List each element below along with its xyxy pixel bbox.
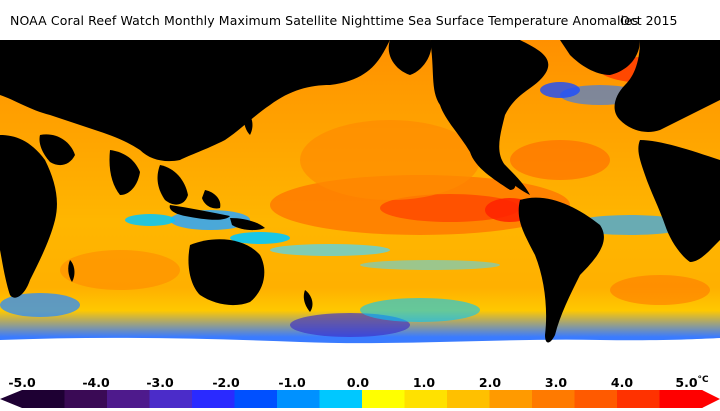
tick-label: -3.0 [146,375,174,390]
japan [243,110,253,135]
new-guinea [230,218,265,231]
colorbar-segment [277,390,320,408]
colorbar-segment [574,390,618,408]
south-america [518,197,604,343]
colorbar-segment [192,390,235,408]
tick-label: -1.0 [278,375,306,390]
colorbar-gradient [0,390,720,408]
colorbar-segment [22,390,65,408]
colorbar-segment [319,390,363,408]
central-america [505,165,530,195]
colorbar-segment [447,390,490,408]
indonesia [169,205,230,220]
colorbar: -5.0 -4.0 -3.0 -2.0 -1.0 0.0 1.0 2.0 3.0… [0,370,720,411]
arabia [39,134,75,166]
tick-label: -2.0 [212,375,240,390]
tick-label: 4.0 [610,375,634,390]
title-text: NOAA Coral Reef Watch Monthly Maximum Sa… [10,13,639,28]
continents [0,40,720,343]
australia [188,239,265,306]
sst-anomaly-map [0,40,720,370]
tick-label: -5.0 [8,375,36,390]
antarctic-ice [0,337,720,370]
tick-label: 1.0 [412,375,436,390]
alaska [388,40,432,75]
colorbar-segment [107,390,150,408]
colorbar-segment [489,390,533,408]
colorbar-min-arrow [0,390,22,408]
tick-label: 0.0 [346,375,370,390]
new-zealand [303,290,313,312]
tick-label: -4.0 [82,375,110,390]
colorbar-segment [234,390,278,408]
cool-anomaly-regions [0,82,690,337]
eurasia [0,40,390,162]
southeast-asia [157,165,188,205]
borneo [202,190,221,209]
europe-east [614,40,720,132]
north-america [430,40,549,190]
tick-label: 2.0 [478,375,502,390]
tick-label: 3.0 [544,375,568,390]
colorbar-segment [362,390,405,408]
greenland [560,40,640,75]
colorbar-max-arrow [702,390,720,408]
colorbar-segment [617,390,660,408]
colorbar-segment [404,390,448,408]
colorbar-segment [532,390,575,408]
colorbar-segment [659,390,703,408]
colorbar-unit: °C [697,375,709,385]
colorbar-segment [64,390,108,408]
africa [0,135,57,298]
map-title: NOAA Coral Reef Watch Monthly Maximum Sa… [0,0,720,40]
africa-east [638,140,720,262]
madagascar [68,260,75,282]
colorbar-segment [149,390,193,408]
title-date: Oct 2015 [620,13,678,28]
india [109,150,140,195]
tick-label-max: 5.0°C [675,375,709,391]
